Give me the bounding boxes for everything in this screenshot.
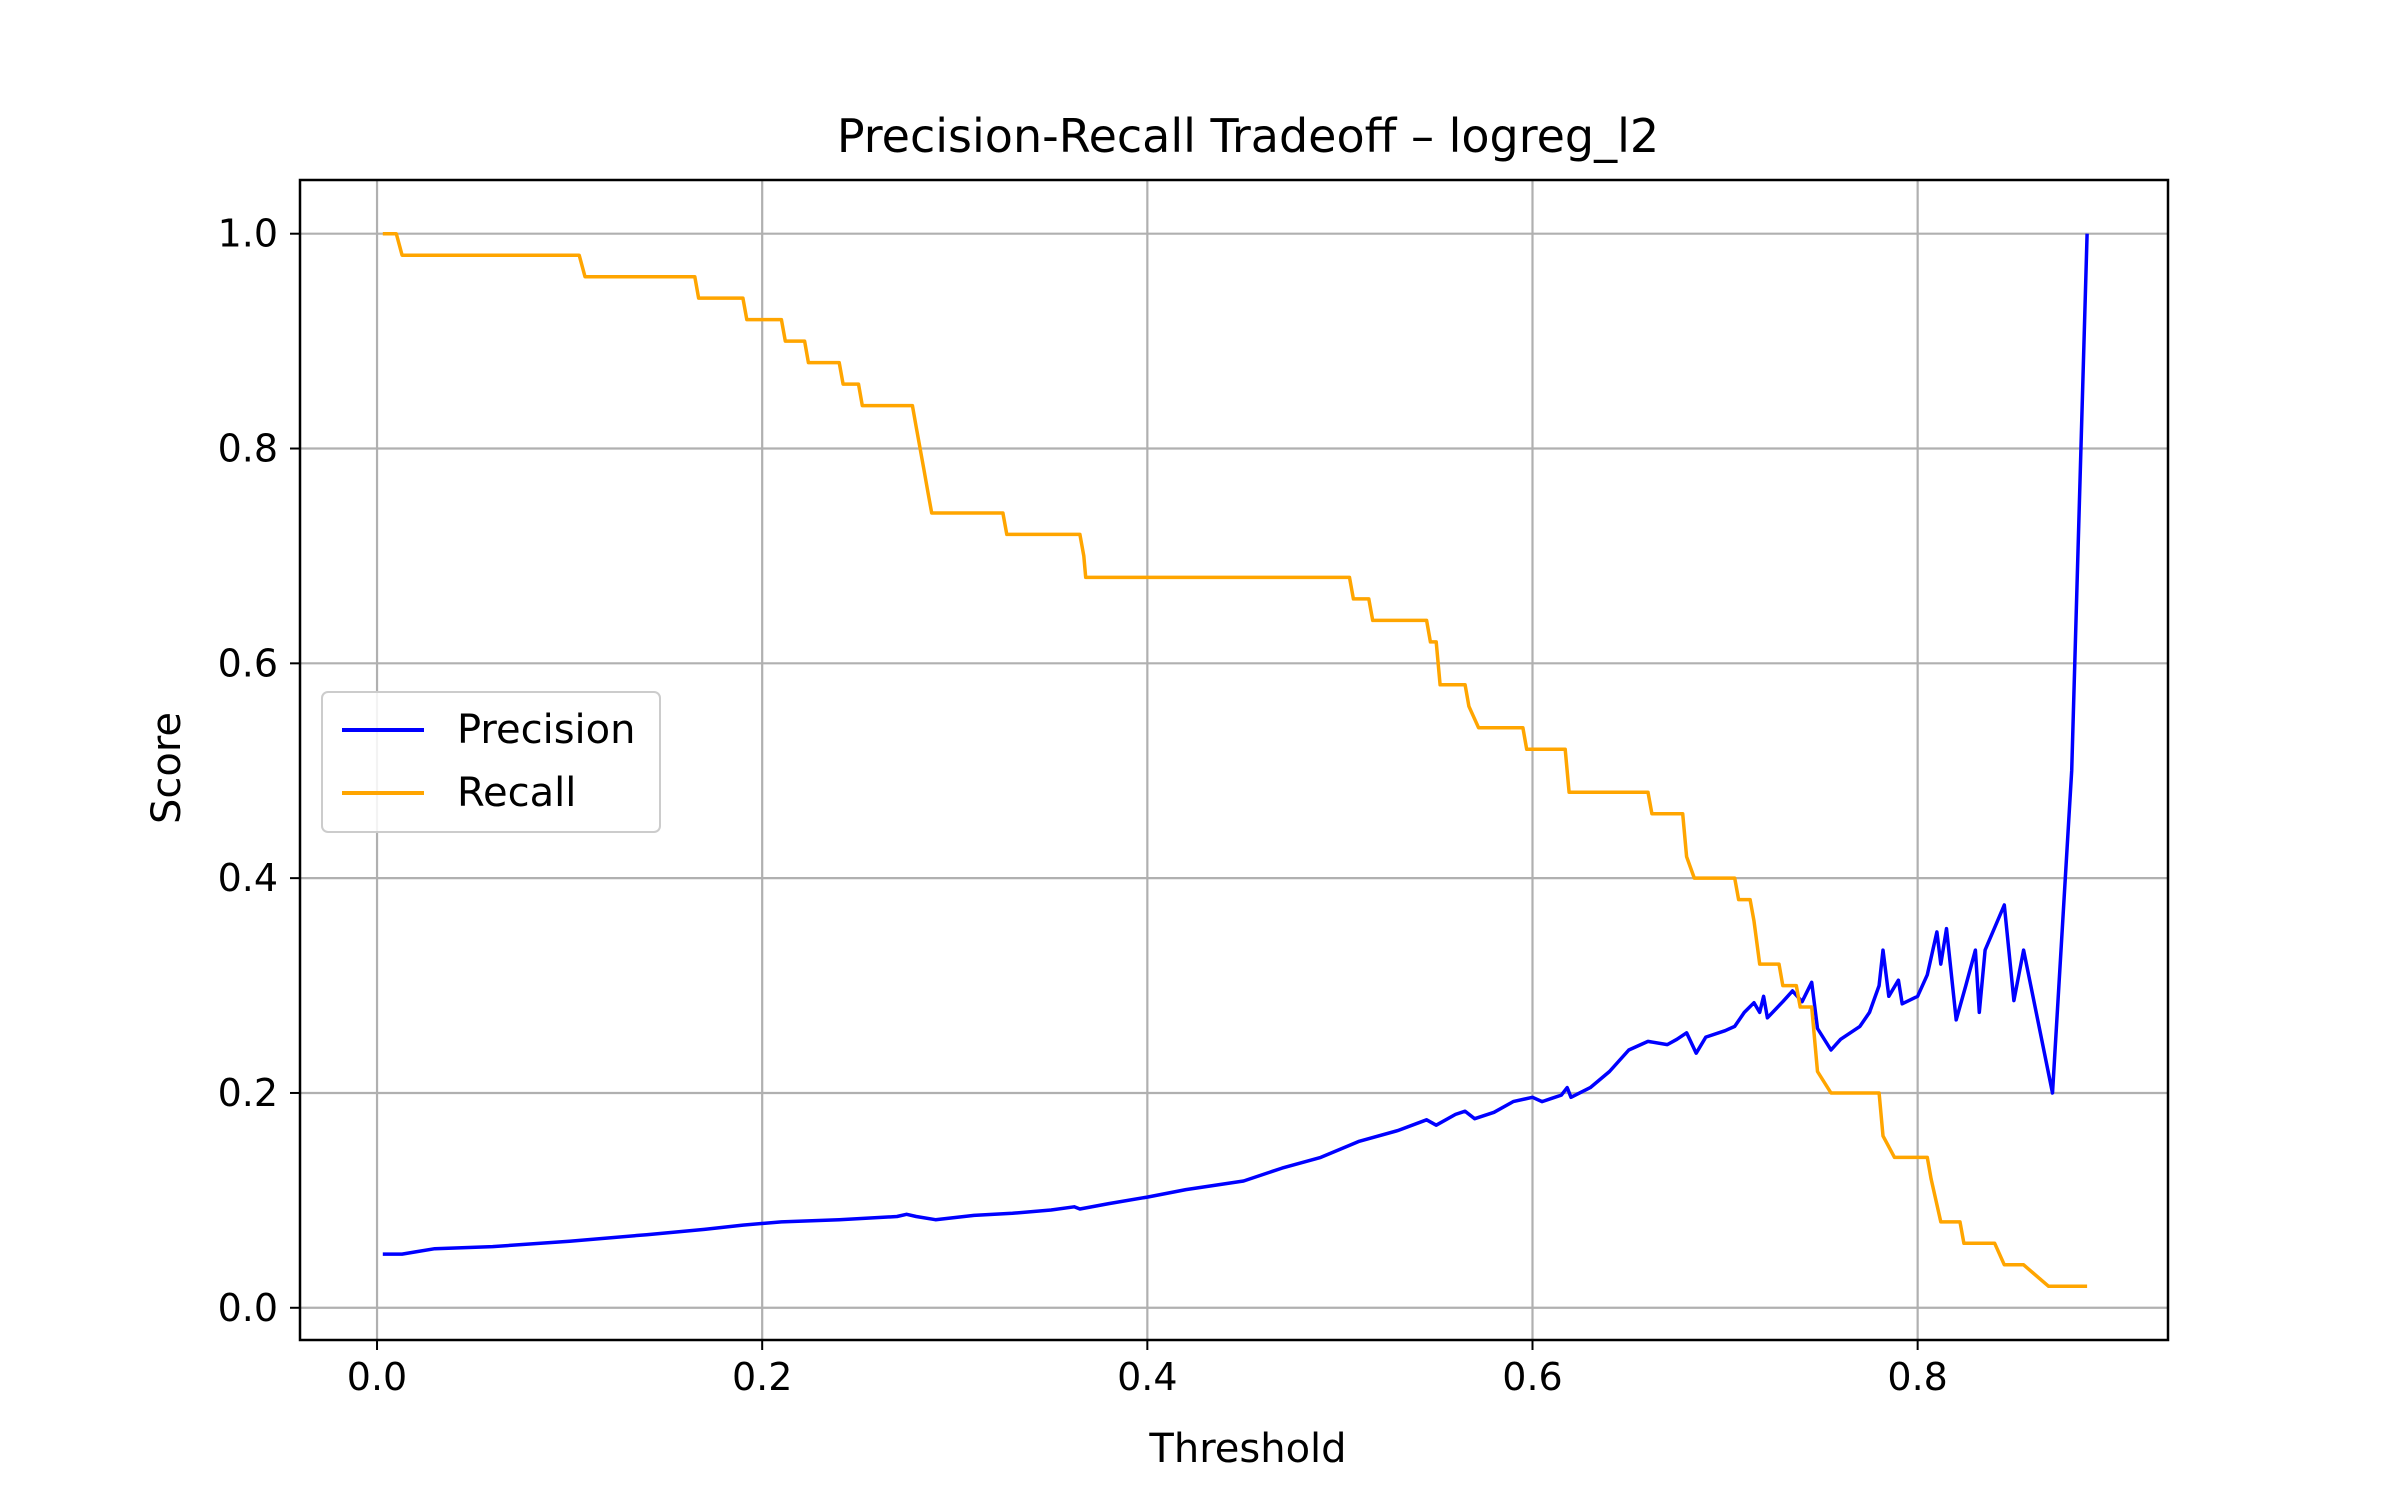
legend: Precision Recall [321,691,661,833]
x-axis-ticks: 0.0 0.2 0.4 0.6 0.8 [347,1340,1948,1399]
plot-frame [298,178,2170,1342]
legend-label-recall: Recall [457,770,576,816]
series-line-recall [382,231,2088,1289]
y-tick-label: 0.6 [218,641,278,685]
legend-box [321,691,661,833]
x-tick-label: 0.0 [347,1355,407,1399]
y-tick-label: 0.8 [218,427,278,471]
y-tick-label: 0.2 [218,1071,278,1115]
y-axis-label: Score [144,712,190,824]
x-tick-label: 0.6 [1502,1355,1562,1399]
x-tick-label: 0.2 [732,1355,792,1399]
y-tick-label: 0.4 [218,856,278,900]
x-tick-label: 0.8 [1887,1355,1947,1399]
series-line-precision [382,233,2089,1256]
y-tick-label: 0.0 [218,1286,278,1330]
series-lines [382,231,2089,1289]
y-tick-label: 1.0 [218,212,278,256]
legend-label-precision: Precision [457,707,635,753]
grid-lines [300,180,2168,1340]
chart-title: Precision-Recall Tradeoff – logreg_l2 [837,109,1659,163]
x-tick-label: 0.4 [1117,1355,1177,1399]
x-axis-label: Threshold [1148,1426,1346,1472]
y-axis-ticks: 0.0 0.2 0.4 0.6 0.8 1.0 [218,212,300,1330]
